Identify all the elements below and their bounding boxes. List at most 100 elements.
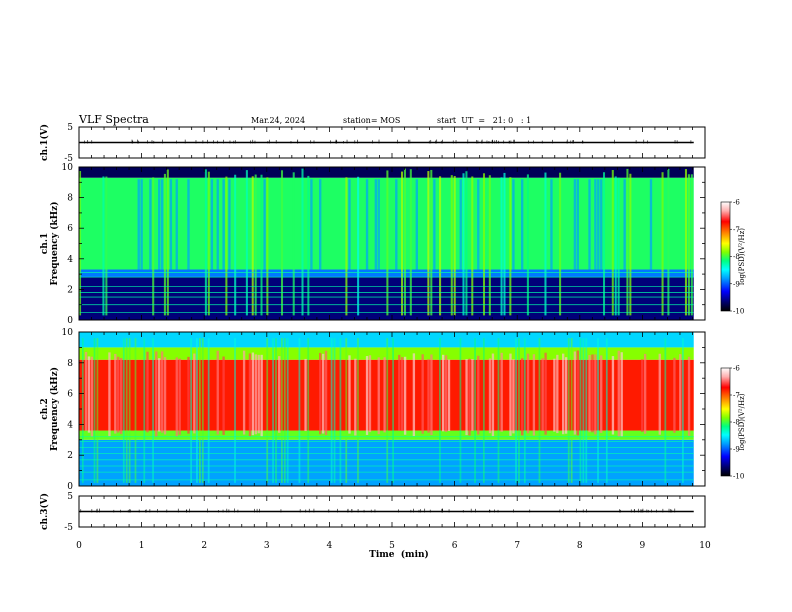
spectrogram-burst: [462, 173, 465, 316]
spectrogram-burst: [278, 356, 281, 433]
spectrogram-gap: [158, 179, 161, 270]
figure-title: VLF Spectra: [78, 113, 149, 126]
spectrogram-burst: [447, 359, 451, 431]
spectrogram-gap: [187, 179, 190, 270]
spectrogram-burst: [166, 169, 169, 316]
x-tick-label: 0: [76, 541, 82, 551]
spectrogram-burst: [251, 352, 255, 436]
spectrogram-burst: [626, 168, 629, 316]
spectrogram-burst: [465, 359, 468, 436]
spectrogram-streak: [201, 338, 204, 483]
spectrogram-streak: [392, 338, 394, 483]
ch1-colorbar: -6 -7 -8 -9 -10 log(PSD)(V²/Hz): [720, 199, 746, 316]
y-tick-label: 6: [67, 224, 73, 234]
spectrogram-streak: [567, 338, 570, 483]
x-tick-label: 8: [577, 541, 583, 551]
spectrogram-burst: [541, 358, 544, 431]
spectrogram-burst: [673, 357, 676, 433]
spectrogram-burst: [175, 357, 178, 437]
spectrogram-gap: [310, 179, 313, 270]
spectrogram-burst: [158, 358, 161, 432]
ch1-spectrogram-panel: 0 2 4 6 8 10 ch.1 Frequency (kHz): [40, 163, 706, 326]
spectrogram-burst: [679, 354, 682, 431]
spectrogram-streak: [93, 338, 96, 483]
spectrogram-gap: [594, 179, 597, 270]
spectrogram-burst: [556, 354, 559, 434]
spectrogram-burst: [321, 353, 325, 434]
y-tick-label: -5: [64, 523, 73, 533]
y-tick-label: 5: [67, 123, 73, 133]
spectrogram-gap: [216, 179, 219, 270]
spectrogram-gap: [600, 179, 603, 270]
time-axis: 0 1 2 3 4 5 6 7 8 9 10: [76, 541, 711, 551]
spectrogram-gap: [374, 179, 377, 270]
spectrogram-burst: [234, 174, 237, 316]
spectrogram-burst: [617, 350, 620, 437]
colorbar-tick-label: -6: [733, 199, 740, 207]
spectrogram-burst: [242, 350, 246, 435]
spectrogram-burst: [471, 359, 474, 431]
spectrogram-burst: [245, 170, 248, 316]
x-tick-label: 3: [264, 541, 270, 551]
spectrogram-burst: [588, 355, 591, 433]
spectrogram-burst: [620, 352, 623, 437]
colorbar-tick-label: -9: [733, 280, 740, 288]
spectrogram-burst: [602, 172, 606, 316]
spectrogram-gap: [137, 179, 140, 270]
spectrogram-streak: [459, 338, 462, 483]
spectrogram-burst: [611, 356, 615, 435]
spectrogram-burst: [377, 357, 380, 435]
spectrogram-burst: [87, 356, 91, 433]
spectrogram-gap: [175, 179, 178, 270]
spectrogram-burst: [260, 354, 263, 437]
spectrogram-gap: [512, 179, 515, 270]
spectrogram-burst: [687, 356, 691, 436]
colorbar-tick-label: -10: [733, 308, 744, 316]
header-start-ut: start UT = 21: 0 : 1: [437, 116, 531, 125]
spectrogram-burst: [216, 350, 219, 435]
spectrogram-streak: [518, 338, 520, 483]
y-tick-label: 8: [67, 359, 73, 369]
spectrogram-streak: [682, 338, 684, 483]
y-tick-label: 0: [67, 316, 73, 326]
spectrogram-burst: [163, 357, 167, 435]
y-tick-label: 0: [67, 482, 73, 492]
spectrogram-streak: [523, 338, 526, 483]
spectrogram-streak: [345, 338, 348, 483]
y-axis-label: ch.3(V): [39, 493, 50, 530]
spectrogram-burst: [403, 168, 406, 316]
spectrogram-gap: [550, 179, 553, 270]
spectrogram-burst: [488, 358, 492, 434]
spectrogram-burst: [482, 173, 486, 316]
spectrogram-burst: [386, 170, 389, 316]
spectrogram-burst: [641, 359, 644, 432]
spectrogram-burst: [119, 358, 123, 435]
spectrogram-gap: [588, 179, 591, 270]
ch2-spectrogram-panel: 0 2 4 6 8 10 ch.2 Frequency (kHz): [40, 328, 706, 492]
spectrogram-burst: [348, 355, 351, 434]
spectrogram-burst: [611, 169, 614, 316]
spectrogram-streak: [579, 338, 582, 483]
spectrogram-burst: [453, 176, 456, 316]
x-tick-label: 5: [389, 541, 395, 551]
spectrogram-burst: [401, 171, 404, 316]
spectrogram-streak: [339, 338, 342, 483]
spectrogram-burst: [368, 355, 372, 433]
spectrogram-streak: [96, 338, 99, 483]
spectrogram-burst: [643, 353, 647, 434]
spectrogram-gap: [623, 179, 626, 270]
colorbar-tick-label: -10: [733, 473, 744, 481]
spectrogram-burst: [591, 354, 594, 433]
spectrogram-streak: [439, 338, 441, 483]
spectrogram-gap: [319, 179, 322, 270]
spectrogram-burst: [155, 351, 158, 437]
spectrogram-gap: [140, 179, 143, 270]
spectrogram-burst: [204, 169, 207, 316]
spectrogram-burst: [401, 357, 404, 431]
x-tick-label: 1: [139, 541, 145, 551]
spectrogram-streak: [143, 338, 146, 483]
spectrogram-burst: [398, 354, 401, 431]
spectrogram-gap: [149, 179, 152, 270]
spectrogram-streak: [286, 338, 289, 483]
